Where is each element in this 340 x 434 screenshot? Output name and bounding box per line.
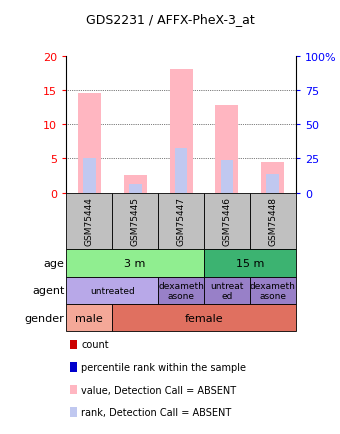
Text: rank, Detection Call = ABSENT: rank, Detection Call = ABSENT <box>81 408 232 417</box>
Text: female: female <box>185 313 223 323</box>
Text: 3 m: 3 m <box>124 258 146 268</box>
Bar <box>170 70 192 193</box>
Bar <box>261 162 284 193</box>
Bar <box>124 176 147 193</box>
Text: GSM75446: GSM75446 <box>222 197 232 246</box>
Text: gender: gender <box>25 313 65 323</box>
Text: value, Detection Call = ABSENT: value, Detection Call = ABSENT <box>81 385 236 395</box>
Text: dexameth
asone: dexameth asone <box>158 281 204 300</box>
Bar <box>216 105 238 193</box>
Bar <box>175 149 187 193</box>
Text: untreated: untreated <box>90 286 135 295</box>
Text: GSM75448: GSM75448 <box>268 197 277 246</box>
Bar <box>78 94 101 193</box>
Bar <box>83 159 96 193</box>
Text: agent: agent <box>32 286 65 296</box>
Text: dexameth
asone: dexameth asone <box>250 281 296 300</box>
Text: GSM75444: GSM75444 <box>85 197 94 246</box>
Text: untreat
ed: untreat ed <box>210 281 244 300</box>
Text: male: male <box>75 313 103 323</box>
Text: GDS2231 / AFFX-PheX-3_at: GDS2231 / AFFX-PheX-3_at <box>86 13 254 26</box>
Text: percentile rank within the sample: percentile rank within the sample <box>81 362 246 372</box>
Text: count: count <box>81 340 109 349</box>
Bar <box>129 185 141 193</box>
Bar <box>221 161 233 193</box>
Text: GSM75445: GSM75445 <box>131 197 140 246</box>
Text: GSM75447: GSM75447 <box>176 197 186 246</box>
Text: 15 m: 15 m <box>236 258 264 268</box>
Text: age: age <box>44 258 65 268</box>
Bar <box>267 174 279 193</box>
